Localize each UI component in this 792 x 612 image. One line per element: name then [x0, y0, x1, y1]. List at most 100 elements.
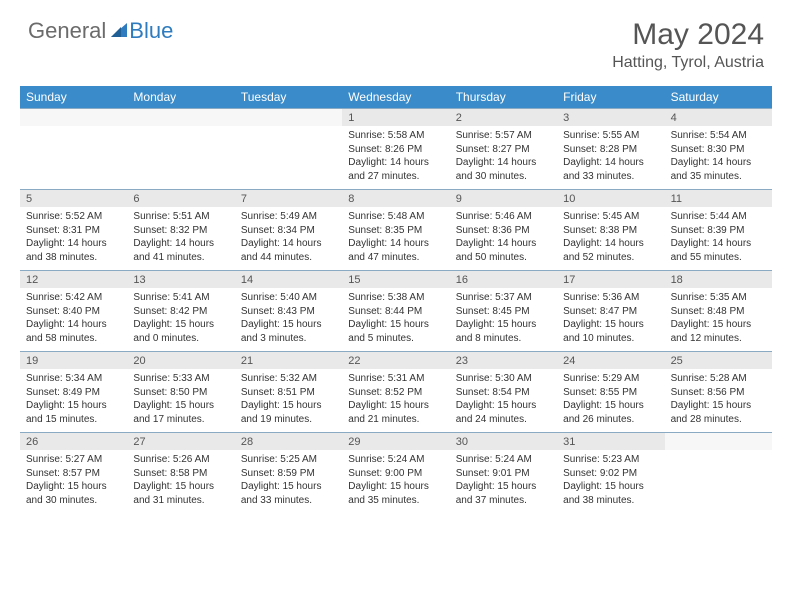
daylight-line: Daylight: 14 hours and 41 minutes. [133, 237, 228, 264]
day-info-cell: Sunrise: 5:23 AMSunset: 9:02 PMDaylight:… [557, 450, 664, 513]
weekday-header-cell: Wednesday [342, 86, 449, 108]
sunrise-line: Sunrise: 5:24 AM [348, 453, 443, 467]
sunrise-line: Sunrise: 5:27 AM [26, 453, 121, 467]
day-info-cell: Sunrise: 5:31 AMSunset: 8:52 PMDaylight:… [342, 369, 449, 432]
day-number-cell: 16 [450, 270, 557, 288]
daylight-line: Daylight: 15 hours and 33 minutes. [241, 480, 336, 507]
day-number-cell: 17 [557, 270, 664, 288]
sunrise-line: Sunrise: 5:36 AM [563, 291, 658, 305]
day-number-cell: 29 [342, 432, 449, 450]
daylight-line: Daylight: 15 hours and 10 minutes. [563, 318, 658, 345]
day-number-cell: 8 [342, 189, 449, 207]
sunset-line: Sunset: 8:54 PM [456, 386, 551, 400]
day-number-cell: 28 [235, 432, 342, 450]
day-info-cell: Sunrise: 5:36 AMSunset: 8:47 PMDaylight:… [557, 288, 664, 351]
sunset-line: Sunset: 8:38 PM [563, 224, 658, 238]
sunrise-line: Sunrise: 5:58 AM [348, 129, 443, 143]
day-info-row: Sunrise: 5:42 AMSunset: 8:40 PMDaylight:… [20, 288, 772, 351]
daylight-line: Daylight: 15 hours and 28 minutes. [671, 399, 766, 426]
day-number-cell: 30 [450, 432, 557, 450]
daylight-line: Daylight: 14 hours and 38 minutes. [26, 237, 121, 264]
day-number-cell: 4 [665, 108, 772, 126]
day-info-cell [127, 126, 234, 189]
day-info-cell: Sunrise: 5:41 AMSunset: 8:42 PMDaylight:… [127, 288, 234, 351]
sunset-line: Sunset: 9:00 PM [348, 467, 443, 481]
sunset-line: Sunset: 8:31 PM [26, 224, 121, 238]
day-number-cell: 12 [20, 270, 127, 288]
weekday-header-row: SundayMondayTuesdayWednesdayThursdayFrid… [20, 86, 772, 108]
daylight-line: Daylight: 15 hours and 35 minutes. [348, 480, 443, 507]
sunrise-line: Sunrise: 5:52 AM [26, 210, 121, 224]
header: General Blue May 2024 Hatting, Tyrol, Au… [0, 0, 792, 78]
day-number-cell: 13 [127, 270, 234, 288]
sunset-line: Sunset: 8:26 PM [348, 143, 443, 157]
day-info-cell: Sunrise: 5:54 AMSunset: 8:30 PMDaylight:… [665, 126, 772, 189]
day-number-cell: 14 [235, 270, 342, 288]
sunset-line: Sunset: 8:49 PM [26, 386, 121, 400]
sunrise-line: Sunrise: 5:37 AM [456, 291, 551, 305]
sunrise-line: Sunrise: 5:32 AM [241, 372, 336, 386]
sunrise-line: Sunrise: 5:26 AM [133, 453, 228, 467]
sunrise-line: Sunrise: 5:33 AM [133, 372, 228, 386]
daylight-line: Daylight: 15 hours and 3 minutes. [241, 318, 336, 345]
day-info-cell: Sunrise: 5:24 AMSunset: 9:01 PMDaylight:… [450, 450, 557, 513]
sunset-line: Sunset: 8:28 PM [563, 143, 658, 157]
day-info-row: Sunrise: 5:34 AMSunset: 8:49 PMDaylight:… [20, 369, 772, 432]
daylight-line: Daylight: 15 hours and 37 minutes. [456, 480, 551, 507]
daylight-line: Daylight: 15 hours and 17 minutes. [133, 399, 228, 426]
daylight-line: Daylight: 15 hours and 31 minutes. [133, 480, 228, 507]
day-number-cell: 9 [450, 189, 557, 207]
day-info-cell: Sunrise: 5:42 AMSunset: 8:40 PMDaylight:… [20, 288, 127, 351]
daylight-line: Daylight: 15 hours and 15 minutes. [26, 399, 121, 426]
sunset-line: Sunset: 8:45 PM [456, 305, 551, 319]
day-info-cell: Sunrise: 5:40 AMSunset: 8:43 PMDaylight:… [235, 288, 342, 351]
daylight-line: Daylight: 14 hours and 44 minutes. [241, 237, 336, 264]
daylight-line: Daylight: 14 hours and 50 minutes. [456, 237, 551, 264]
day-info-cell: Sunrise: 5:32 AMSunset: 8:51 PMDaylight:… [235, 369, 342, 432]
day-info-row: Sunrise: 5:58 AMSunset: 8:26 PMDaylight:… [20, 126, 772, 189]
day-number-cell [20, 108, 127, 126]
day-info-cell: Sunrise: 5:27 AMSunset: 8:57 PMDaylight:… [20, 450, 127, 513]
sunrise-line: Sunrise: 5:41 AM [133, 291, 228, 305]
daylight-line: Daylight: 14 hours and 30 minutes. [456, 156, 551, 183]
weekday-header-cell: Monday [127, 86, 234, 108]
day-number-row: 12131415161718 [20, 270, 772, 288]
day-number-row: 19202122232425 [20, 351, 772, 369]
day-info-cell: Sunrise: 5:55 AMSunset: 8:28 PMDaylight:… [557, 126, 664, 189]
sunset-line: Sunset: 8:43 PM [241, 305, 336, 319]
location: Hatting, Tyrol, Austria [612, 54, 764, 72]
day-number-cell: 6 [127, 189, 234, 207]
sunrise-line: Sunrise: 5:42 AM [26, 291, 121, 305]
daylight-line: Daylight: 15 hours and 0 minutes. [133, 318, 228, 345]
weekday-header-cell: Saturday [665, 86, 772, 108]
day-number-cell: 2 [450, 108, 557, 126]
sunset-line: Sunset: 8:52 PM [348, 386, 443, 400]
weekday-header-cell: Friday [557, 86, 664, 108]
day-info-cell: Sunrise: 5:33 AMSunset: 8:50 PMDaylight:… [127, 369, 234, 432]
sunset-line: Sunset: 8:56 PM [671, 386, 766, 400]
day-info-cell: Sunrise: 5:29 AMSunset: 8:55 PMDaylight:… [557, 369, 664, 432]
day-info-row: Sunrise: 5:27 AMSunset: 8:57 PMDaylight:… [20, 450, 772, 513]
day-info-cell: Sunrise: 5:57 AMSunset: 8:27 PMDaylight:… [450, 126, 557, 189]
day-info-cell: Sunrise: 5:51 AMSunset: 8:32 PMDaylight:… [127, 207, 234, 270]
day-number-cell: 19 [20, 351, 127, 369]
day-number-cell [665, 432, 772, 450]
weekday-header-cell: Thursday [450, 86, 557, 108]
sunrise-line: Sunrise: 5:46 AM [456, 210, 551, 224]
sunset-line: Sunset: 8:47 PM [563, 305, 658, 319]
day-info-cell: Sunrise: 5:35 AMSunset: 8:48 PMDaylight:… [665, 288, 772, 351]
sunrise-line: Sunrise: 5:30 AM [456, 372, 551, 386]
day-number-cell: 5 [20, 189, 127, 207]
sunrise-line: Sunrise: 5:38 AM [348, 291, 443, 305]
sunrise-line: Sunrise: 5:44 AM [671, 210, 766, 224]
daylight-line: Daylight: 15 hours and 21 minutes. [348, 399, 443, 426]
sunset-line: Sunset: 8:32 PM [133, 224, 228, 238]
daylight-line: Daylight: 14 hours and 27 minutes. [348, 156, 443, 183]
sunset-line: Sunset: 9:01 PM [456, 467, 551, 481]
daylight-line: Daylight: 15 hours and 8 minutes. [456, 318, 551, 345]
day-number-cell: 20 [127, 351, 234, 369]
day-number-cell: 21 [235, 351, 342, 369]
sunrise-line: Sunrise: 5:57 AM [456, 129, 551, 143]
sunset-line: Sunset: 8:51 PM [241, 386, 336, 400]
calendar: SundayMondayTuesdayWednesdayThursdayFrid… [20, 86, 772, 513]
